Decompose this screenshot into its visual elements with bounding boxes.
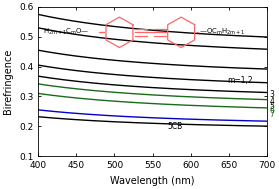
- Text: 6: 6: [269, 106, 274, 115]
- X-axis label: Wavelength (nm): Wavelength (nm): [110, 176, 195, 186]
- Text: 5CB: 5CB: [168, 122, 183, 131]
- Text: 3: 3: [269, 90, 274, 99]
- Text: 7: 7: [269, 110, 274, 119]
- Text: $\mathregular{H_{2m+1}C_mO}$—: $\mathregular{H_{2m+1}C_mO}$—: [43, 27, 89, 37]
- Text: m=1,2: m=1,2: [227, 76, 253, 85]
- Text: —$\mathregular{OC_mH_{2m+1}}$: —$\mathregular{OC_mH_{2m+1}}$: [199, 27, 245, 37]
- Text: 5: 5: [269, 102, 274, 111]
- Y-axis label: Birefringence: Birefringence: [3, 49, 13, 114]
- Text: 4: 4: [269, 97, 274, 106]
